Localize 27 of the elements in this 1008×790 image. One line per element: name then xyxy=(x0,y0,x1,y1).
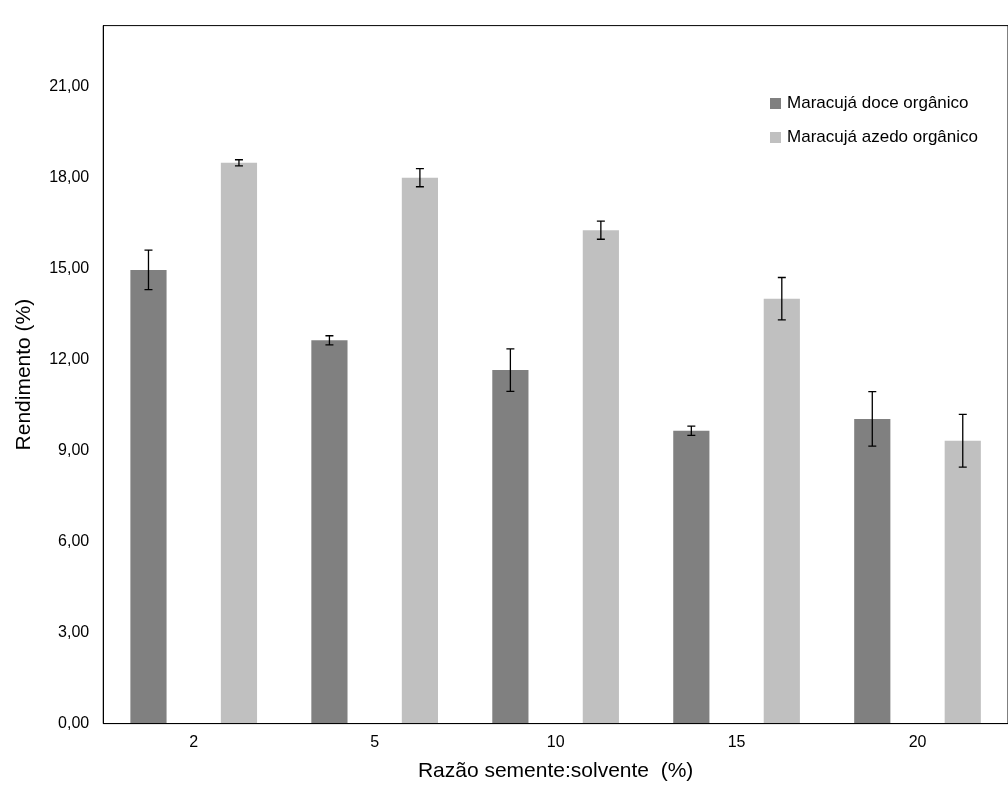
x-tick-label: 5 xyxy=(370,732,380,750)
x-axis-title: Razão semente:solvente (%) xyxy=(417,758,694,782)
y-tick-label: 18,00 xyxy=(49,167,90,185)
y-tick-label: 6,00 xyxy=(58,531,90,549)
bar xyxy=(311,340,348,724)
legend-label: Maracujá doce orgânico xyxy=(787,93,969,113)
legend-label: Maracujá azedo orgânico xyxy=(787,127,978,147)
bar xyxy=(582,230,619,724)
bar xyxy=(944,440,981,724)
x-tick-label: 10 xyxy=(546,732,565,750)
y-tick-label: 15,00 xyxy=(49,258,90,276)
x-tick-label: 20 xyxy=(908,732,927,750)
bar xyxy=(401,177,438,724)
y-tick-label: 21,00 xyxy=(49,76,90,94)
y-tick-label: 9,00 xyxy=(58,440,90,458)
bar xyxy=(492,370,529,724)
bar xyxy=(854,418,891,724)
y-axis-title: Rendimento (%) xyxy=(11,298,35,451)
y-tick-label: 3,00 xyxy=(58,622,90,640)
bar xyxy=(673,430,710,724)
x-tick-label: 15 xyxy=(727,732,746,750)
bar xyxy=(763,298,800,724)
y-tick-label: 12,00 xyxy=(49,349,90,367)
bar xyxy=(220,162,258,724)
bar xyxy=(130,269,167,724)
x-tick-label: 2 xyxy=(189,732,199,750)
y-tick-label: 0,00 xyxy=(58,714,90,732)
